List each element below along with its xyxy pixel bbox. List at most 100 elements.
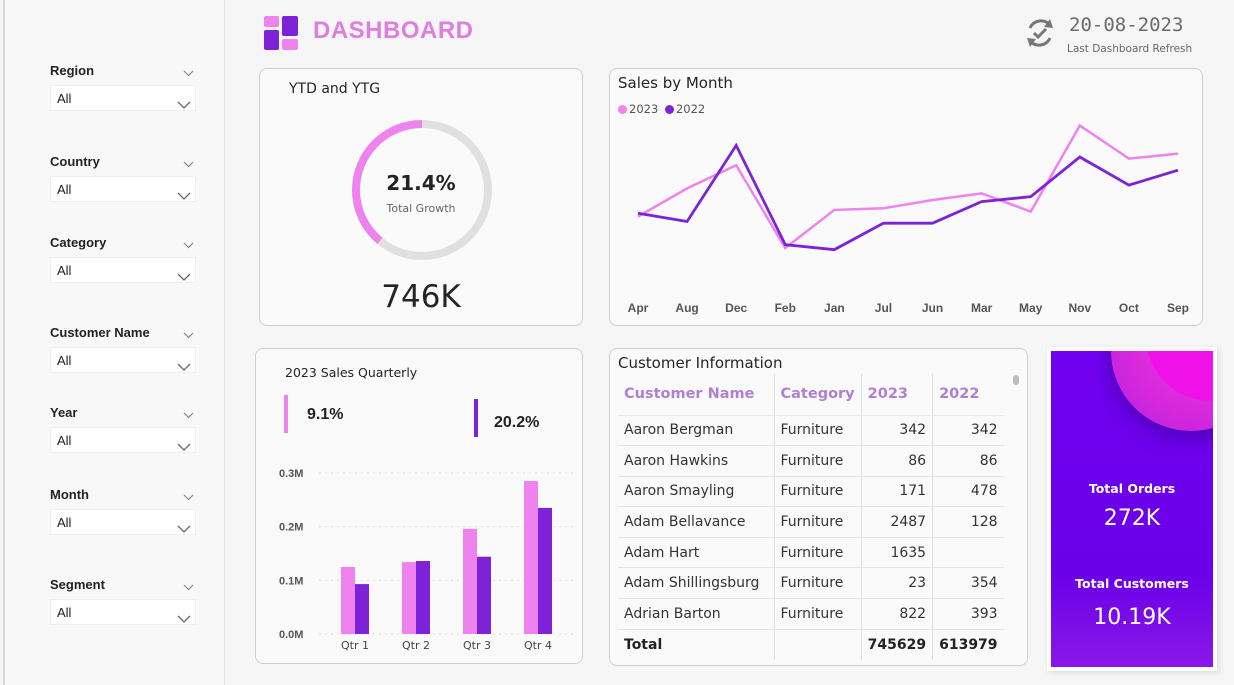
kpi-2023-value: 9.1% [307,406,344,423]
bar-2022-qtr2[interactable] [416,561,430,634]
x-tick-label: Nov [1068,301,1091,315]
cell-customer-name: Adam Bellavance [618,506,774,538]
dropdown-value: All [57,182,72,197]
table-row[interactable]: Adam Bellavance Furniture 2487 128 [618,506,1004,538]
legend-label: 2023 [629,102,659,116]
x-tick-label: Qtr 4 [524,639,552,652]
bar-2023-qtr4[interactable] [524,481,538,634]
kpi-2022-marker [474,399,478,437]
table-row[interactable]: Adam Shillingsburg Furniture 23 354 [618,567,1004,600]
chevron-down-icon[interactable] [183,406,194,424]
refresh-label: Last Dashboard Refresh [1067,43,1193,55]
cell-2022 [932,537,1004,569]
chevron-down-icon [177,184,191,210]
x-tick-label: Jun [922,301,943,315]
chevron-down-icon [177,265,191,291]
country-dropdown[interactable]: All [50,176,196,202]
chevron-down-icon[interactable] [183,64,194,82]
customer-info-card: Customer Information Customer Name Categ… [609,348,1028,666]
chevron-down-icon[interactable] [183,578,194,596]
cell-category: Furniture [773,506,862,538]
bar-chart: 0.0M 0.1M 0.2M 0.3M Qtr 1 Qtr 2 Qtr 3 Qtr 4 [279,468,576,652]
customer-table: Customer Name Category 2023 2022 Aaron B… [618,374,1004,660]
cell-customer-name: Aaron Bergman [618,415,774,447]
column-header-2023[interactable]: 2023 [860,374,933,416]
bar-2023-qtr3[interactable] [463,528,477,634]
total-label: Total [624,636,663,653]
quarterly-card: 2023 Sales Quarterly 9.1% 20.2% 0.0M 0.1M… [255,348,583,664]
bar-2022-qtr1[interactable] [355,584,369,634]
ytd-total: 746K [381,279,461,315]
chevron-down-icon[interactable] [183,326,194,344]
bar-2023-qtr2[interactable] [402,562,416,634]
donut-progress-arc [352,120,492,260]
cell-2023: 1635 [860,537,933,569]
region-dropdown[interactable]: All [50,85,196,111]
growth-donut [352,120,492,260]
year-dropdown[interactable]: All [50,427,196,453]
cell-customer-name: Aaron Hawkins [618,445,774,477]
table-row[interactable]: Adrian Barton Furniture 822 393 [618,598,1004,630]
sales-by-month-card: Sales by Month 2023 2022 Apr Aug Dec Feb Jan… [609,68,1203,326]
kpi-2023-marker [284,395,288,433]
growth-value: 21.4% [386,171,456,195]
cell-customer-name: Adrian Barton [618,598,774,630]
cell-customer-name: Adam Shillingsburg [618,567,774,600]
column-header-category[interactable]: Category [773,374,862,416]
cell-category: Furniture [773,598,862,630]
chevron-down-icon[interactable] [183,488,194,506]
total-customers-value: 10.19K [1093,605,1171,630]
slicer-label: Segment [50,577,105,592]
total-customers-label: Total Customers [1075,576,1189,591]
line-chart-title: Sales by Month [618,74,733,92]
x-tick-label: Dec [725,301,747,315]
table-row[interactable]: Adam Hart Furniture 1635 [618,537,1004,569]
x-tick-label: May [1019,301,1043,315]
table-row[interactable]: Aaron Smayling Furniture 171 478 [618,476,1004,508]
dropdown-value: All [57,353,72,368]
column-header-customer-name[interactable]: Customer Name [618,374,774,416]
total-orders-label: Total Orders [1088,481,1176,496]
cell-2023: 342 [860,415,933,447]
category-dropdown[interactable]: All [50,257,196,283]
refresh-date: 20-08-2023 [1069,14,1184,36]
cell-2022: 354 [932,567,1004,600]
cell-2022: 86 [932,445,1004,477]
chevron-down-icon[interactable] [183,236,194,254]
x-tick-label: Jan [824,301,845,315]
total-orders-value: 272K [1103,506,1161,531]
table-header-row: Customer Name Category 2023 2022 [618,374,1004,416]
y-tick-label: 0.0M [279,629,303,641]
line-series-2022[interactable] [637,142,1179,252]
line-series-2023[interactable] [637,123,1179,250]
bar-2022-qtr3[interactable] [477,556,491,634]
slicer-region: Region All [50,62,196,111]
table-scrollbar[interactable] [1013,375,1019,385]
cell-category: Furniture [773,567,862,600]
dropdown-value: All [57,515,72,530]
legend-item-2023[interactable]: 2023 [618,102,658,116]
month-dropdown[interactable]: All [50,509,196,535]
slicer-segment: Segment All [50,576,196,625]
bar-2022-qtr4[interactable] [538,507,552,634]
refresh-icon[interactable] [1023,16,1057,50]
legend-dot-2023 [618,105,627,114]
legend-item-2022[interactable]: 2022 [664,102,706,116]
legend-label: 2022 [675,102,706,116]
total-category [773,629,862,660]
segment-dropdown[interactable]: All [50,599,196,625]
chevron-down-icon[interactable] [183,155,194,173]
bar-2023-qtr1[interactable] [341,566,355,634]
customer-name-dropdown[interactable]: All [50,347,196,373]
cell-category: Furniture [773,537,862,569]
column-header-2022[interactable]: 2022 [932,374,1004,416]
slicer-label: Month [50,487,89,502]
x-tick-label: Apr [628,301,649,315]
growth-label: Total Growth [386,202,456,215]
cell-category: Furniture [773,415,862,447]
total-2022: 613979 [932,629,1004,660]
table-row[interactable]: Aaron Bergman Furniture 342 342 [618,415,1004,447]
table-row[interactable]: Aaron Hawkins Furniture 86 86 [618,445,1004,477]
dropdown-value: All [57,263,72,278]
